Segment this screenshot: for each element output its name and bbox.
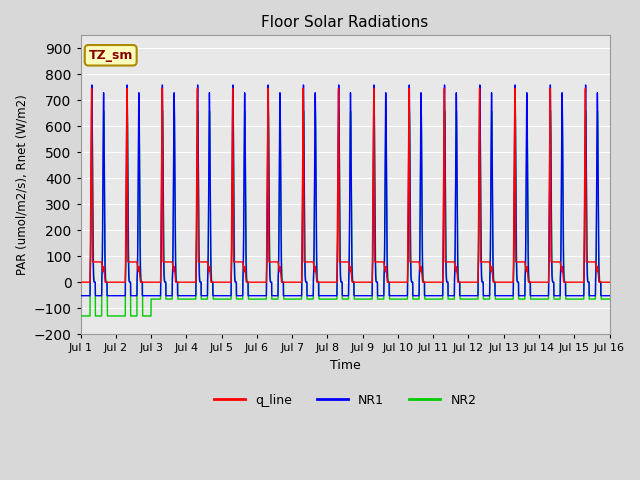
NR2 <box>435 296 442 302</box>
Y-axis label: PAR (umol/m2/s), Rnet (W/m2): PAR (umol/m2/s), Rnet (W/m2) <box>15 95 28 275</box>
NR2 <box>77 313 84 319</box>
NR1 <box>325 293 333 299</box>
Line: NR2: NR2 <box>81 111 609 316</box>
q_line <box>435 279 442 285</box>
q_line <box>172 279 180 285</box>
q_line <box>605 279 612 285</box>
X-axis label: Time: Time <box>330 359 360 372</box>
NR1 <box>435 293 442 299</box>
NR1 <box>605 293 612 299</box>
NR2 <box>493 296 501 302</box>
NR1 <box>493 293 501 299</box>
NR2 <box>88 108 96 114</box>
Legend: q_line, NR1, NR2: q_line, NR1, NR2 <box>209 389 481 411</box>
NR1 <box>172 272 180 277</box>
NR2 <box>172 257 180 263</box>
q_line <box>325 279 333 285</box>
NR2 <box>605 296 613 302</box>
q_line <box>493 279 501 285</box>
NR1 <box>605 293 613 299</box>
NR2 <box>463 296 471 302</box>
NR2 <box>605 296 612 302</box>
Text: TZ_sm: TZ_sm <box>88 49 133 62</box>
Line: q_line: q_line <box>81 88 609 282</box>
NR2 <box>325 296 333 302</box>
q_line <box>605 279 613 285</box>
NR1 <box>463 293 471 299</box>
Line: NR1: NR1 <box>81 85 609 296</box>
q_line <box>463 279 471 285</box>
NR1 <box>88 82 96 88</box>
NR1 <box>77 293 84 299</box>
q_line <box>88 85 95 91</box>
q_line <box>77 279 84 285</box>
Title: Floor Solar Radiations: Floor Solar Radiations <box>261 15 429 30</box>
